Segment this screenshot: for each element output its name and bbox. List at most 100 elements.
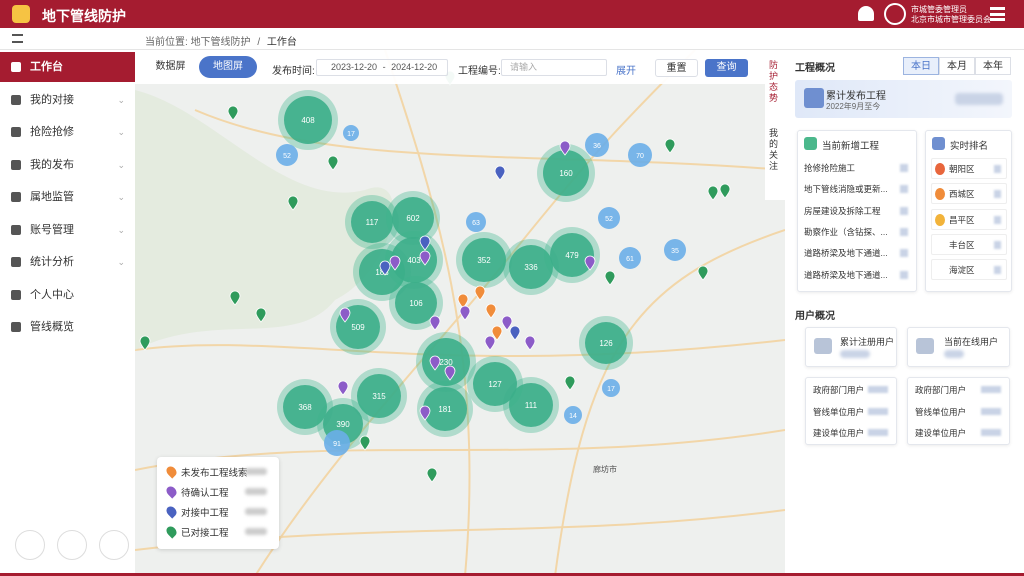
sidebar: 工作台 我的对接 ⌄ 抢险抢修 ⌄ 我的发布 ⌄ 属地监管 ⌄ 账号管理 ⌄ 统计分析 ⌄ 个人中心 管线概…	[0, 50, 135, 576]
menu-label: 管线概览	[30, 321, 74, 333]
rank-row: 昌平区	[931, 208, 1007, 230]
new-item[interactable]: 房屋建设及拆除工程	[804, 205, 881, 216]
cluster	[585, 133, 609, 157]
pin	[501, 315, 513, 331]
avatar[interactable]	[884, 3, 906, 25]
cluster-label: 336	[524, 263, 538, 272]
cluster-label: 61	[626, 256, 634, 263]
expand-link[interactable]: 展开	[616, 66, 636, 77]
menu-icon	[11, 94, 21, 105]
total-icon	[804, 88, 824, 108]
online-card: 当前在线用户	[907, 327, 1010, 367]
cluster	[564, 406, 582, 424]
code-input[interactable]: 请输入	[501, 59, 607, 76]
registered-card: 累计注册用户	[805, 327, 897, 367]
new-item[interactable]: 地下管线消隐或更新...	[804, 184, 888, 195]
legend-label: 已对接工程	[181, 528, 229, 539]
menu-icon	[11, 289, 21, 300]
top-bar: 地下管线防护 市城管委管理员 北京市城市管理委员会	[0, 0, 1024, 28]
road	[554, 229, 785, 576]
cluster	[284, 96, 332, 144]
date-range[interactable]: 2023-12-20 - 2024-12-20	[316, 59, 448, 76]
side-tab[interactable]: 防护态势	[769, 60, 779, 103]
menu-icon	[11, 224, 21, 235]
cluster	[423, 387, 467, 431]
legend-label: 未发布工程线索	[181, 468, 248, 479]
cluster-label: 126	[599, 339, 613, 348]
blurred-value	[900, 206, 908, 215]
tab-month[interactable]: 本月	[939, 57, 975, 75]
pin	[227, 105, 239, 121]
blurred-value	[868, 386, 888, 393]
new-item[interactable]: 抢修抢险施工	[804, 163, 856, 173]
cluster	[283, 385, 327, 429]
rank-icon	[932, 137, 945, 150]
rank-row: 丰台区	[931, 233, 1007, 255]
side-tab[interactable]: 我的关注	[769, 128, 779, 171]
menu-icon	[11, 62, 21, 72]
menu-item[interactable]: 我的发布 ⌄	[0, 150, 135, 180]
bell-icon[interactable]	[858, 6, 874, 21]
menu-item[interactable]: 我的对接 ⌄	[0, 85, 135, 115]
new-item[interactable]: 道路桥梁及地下通道...	[804, 269, 888, 280]
menu-arrow: ⌄	[117, 192, 125, 202]
cluster-label: 390	[336, 420, 350, 429]
online-icon	[916, 338, 934, 354]
breadcrumb-item: 工作台	[266, 37, 297, 48]
terrain	[135, 90, 394, 350]
blurred-value	[994, 266, 1001, 275]
cluster-label: 111	[525, 401, 538, 410]
pin	[559, 140, 571, 156]
pin	[287, 195, 299, 211]
pin	[419, 405, 431, 421]
menu-icon	[11, 257, 21, 267]
menu-label: 统计分析	[30, 256, 74, 268]
new-item[interactable]: 勘察作业（含钻探、...	[804, 226, 888, 237]
tool-button[interactable]	[57, 530, 87, 560]
tab-data-screen[interactable]: 数据屏	[155, 61, 186, 72]
menu-icon[interactable]	[990, 7, 1005, 21]
cluster-label: 352	[477, 256, 491, 265]
menu-label: 属地监管	[30, 191, 74, 203]
pin	[429, 355, 441, 371]
cluster	[422, 338, 470, 386]
menu-item[interactable]: 账号管理 ⌄	[0, 215, 135, 245]
menu-item[interactable]: 工作台	[0, 52, 135, 82]
blurred-value	[994, 165, 1001, 173]
legend: 未发布工程线索 待确认工程 对接中工程 已对接工程	[157, 457, 279, 549]
tab-day[interactable]: 本日	[903, 57, 939, 75]
menu-item[interactable]: 个人中心	[0, 280, 135, 310]
cluster-label: 127	[488, 380, 502, 389]
pin	[459, 305, 471, 321]
rank-medal	[935, 188, 945, 201]
user-type-label: 管线单位用户	[915, 406, 967, 417]
pin	[707, 185, 719, 201]
menu-item[interactable]: 统计分析 ⌄	[0, 247, 135, 277]
menu-item[interactable]: 抢险抢修 ⌄	[0, 117, 135, 147]
new-title: 当前新增工程	[822, 141, 880, 152]
query-button[interactable]: 查询	[705, 59, 748, 77]
blurred-value	[245, 508, 267, 515]
date-end: 2024-12-20	[391, 62, 438, 72]
blurred-value	[900, 270, 908, 279]
cluster-label: 479	[565, 251, 579, 260]
tool-button[interactable]	[99, 530, 129, 560]
tab-year[interactable]: 本年	[975, 57, 1011, 75]
collapse-icon[interactable]	[12, 34, 23, 43]
rank-label: 昌平区	[949, 214, 975, 225]
menu-item[interactable]: 属地监管 ⌄	[0, 182, 135, 212]
pin	[509, 325, 521, 341]
cluster-label: 509	[351, 323, 365, 332]
cluster	[550, 233, 594, 277]
tab-map-screen[interactable]: 地图屏	[199, 56, 257, 78]
rank-label: 海淀区	[949, 265, 975, 276]
breadcrumb-item[interactable]: 地下管线防护	[190, 37, 251, 48]
menu-item[interactable]: 管线概览	[0, 312, 135, 342]
tool-button[interactable]	[15, 530, 45, 560]
new-item[interactable]: 道路桥梁及地下通道...	[804, 248, 888, 259]
rank-label: 朝阳区	[949, 164, 975, 174]
blurred-value	[994, 240, 1001, 249]
reset-button[interactable]: 重置	[655, 59, 698, 77]
app-title: 地下管线防护	[42, 8, 126, 24]
